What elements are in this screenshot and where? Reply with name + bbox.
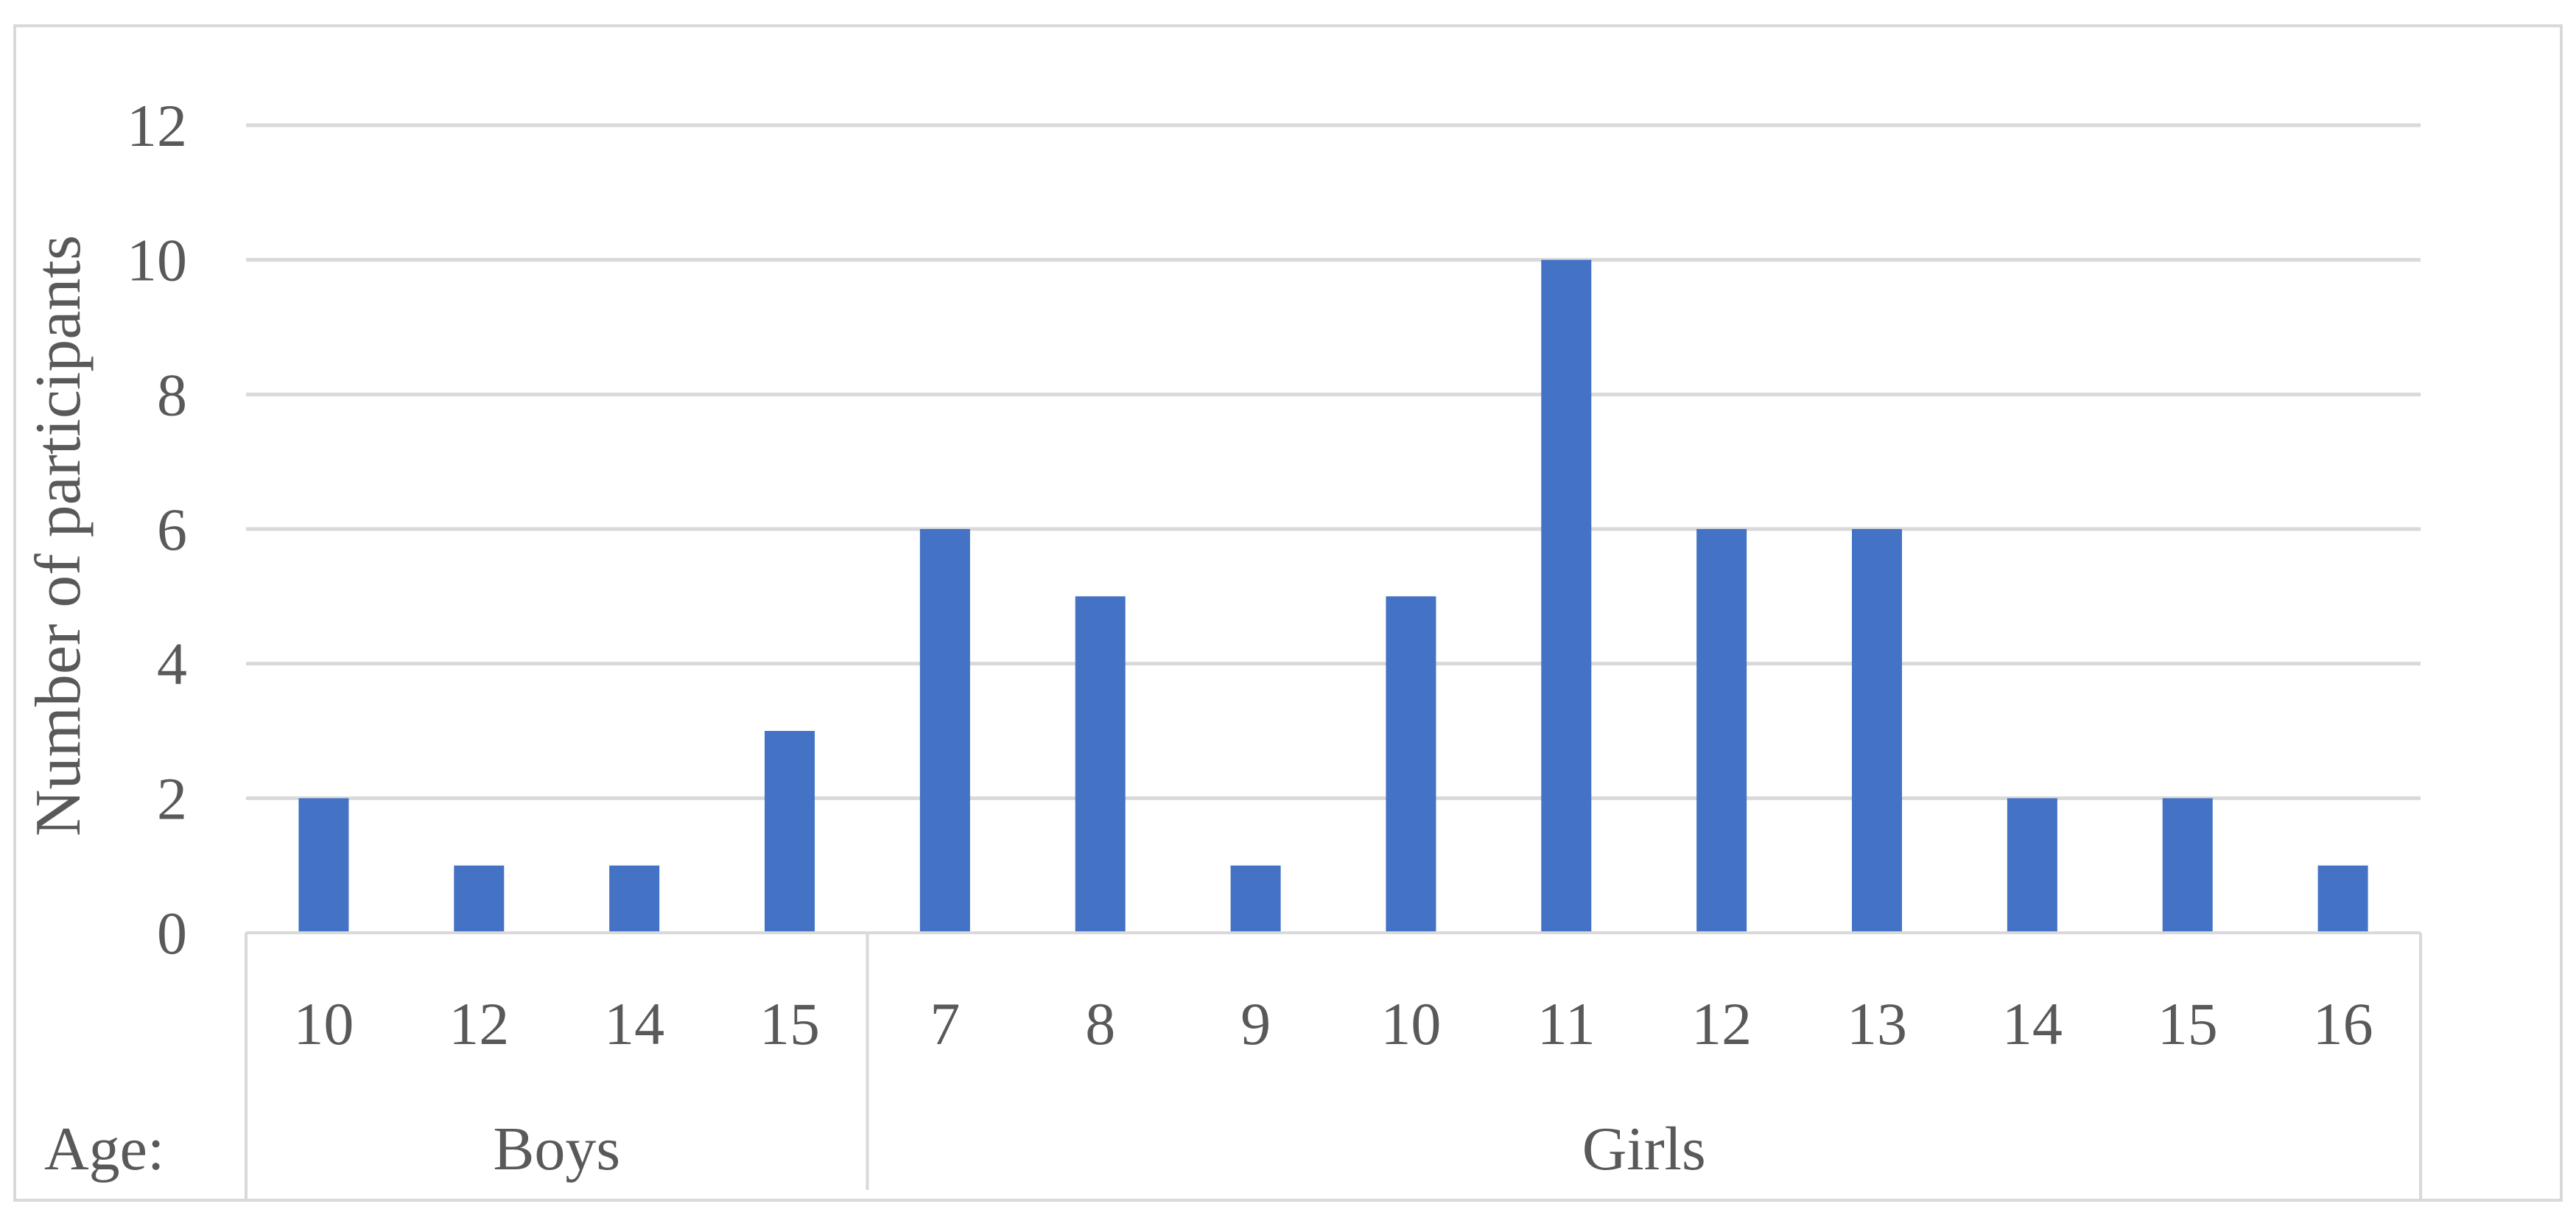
x-tick-label: 12 bbox=[449, 990, 509, 1057]
x-tick-label: 8 bbox=[1085, 990, 1115, 1057]
x-tick-label: 15 bbox=[2158, 990, 2218, 1057]
group-label: Girls bbox=[1582, 1115, 1706, 1183]
group-label: Boys bbox=[493, 1115, 620, 1183]
x-tick-label: 11 bbox=[1537, 990, 1596, 1057]
bar bbox=[2317, 865, 2368, 933]
y-tick-label: 12 bbox=[127, 92, 187, 159]
x-tick-label: 15 bbox=[759, 990, 820, 1057]
bar bbox=[2162, 798, 2213, 933]
x-tick-label: 9 bbox=[1240, 990, 1271, 1057]
bar bbox=[298, 798, 349, 933]
bar bbox=[1541, 259, 1592, 934]
x-axis-title: Age: bbox=[44, 1115, 164, 1183]
chart-border bbox=[13, 24, 2563, 1202]
y-tick-label: 10 bbox=[127, 227, 187, 294]
bar bbox=[609, 865, 660, 933]
x-tick-label: 13 bbox=[1847, 990, 1907, 1057]
bar bbox=[1852, 529, 1902, 933]
y-tick-label: 0 bbox=[157, 900, 187, 967]
bar bbox=[2007, 798, 2057, 933]
x-tick-label: 10 bbox=[1380, 990, 1441, 1057]
bars bbox=[298, 259, 2368, 934]
y-axis-ticks: 0 2 4 6 8 10 12 bbox=[127, 92, 187, 967]
x-tick-label: 16 bbox=[2313, 990, 2373, 1057]
bar bbox=[765, 731, 815, 933]
x-tick-label: 14 bbox=[604, 990, 664, 1057]
x-tick-label: 12 bbox=[1691, 990, 1752, 1057]
y-tick-label: 4 bbox=[157, 631, 187, 698]
x-tick-label: 14 bbox=[2002, 990, 2063, 1057]
x-tick-label: 7 bbox=[930, 990, 960, 1057]
x-tick-label: 10 bbox=[293, 990, 354, 1057]
bar bbox=[1230, 865, 1281, 933]
gridlines bbox=[246, 123, 2421, 800]
y-tick-label: 2 bbox=[157, 765, 187, 832]
y-tick-label: 6 bbox=[157, 496, 187, 563]
bar bbox=[1075, 596, 1126, 933]
bar bbox=[919, 529, 970, 933]
bar bbox=[1696, 529, 1747, 933]
bar bbox=[1386, 596, 1436, 933]
y-axis-title: Number of participants bbox=[23, 235, 94, 836]
bar bbox=[454, 865, 505, 933]
y-tick-label: 8 bbox=[157, 361, 187, 428]
x-axis: 10 12 14 15 7 8 9 10 11 12 13 14 15 16 Boys Girls bbox=[245, 931, 2422, 1200]
